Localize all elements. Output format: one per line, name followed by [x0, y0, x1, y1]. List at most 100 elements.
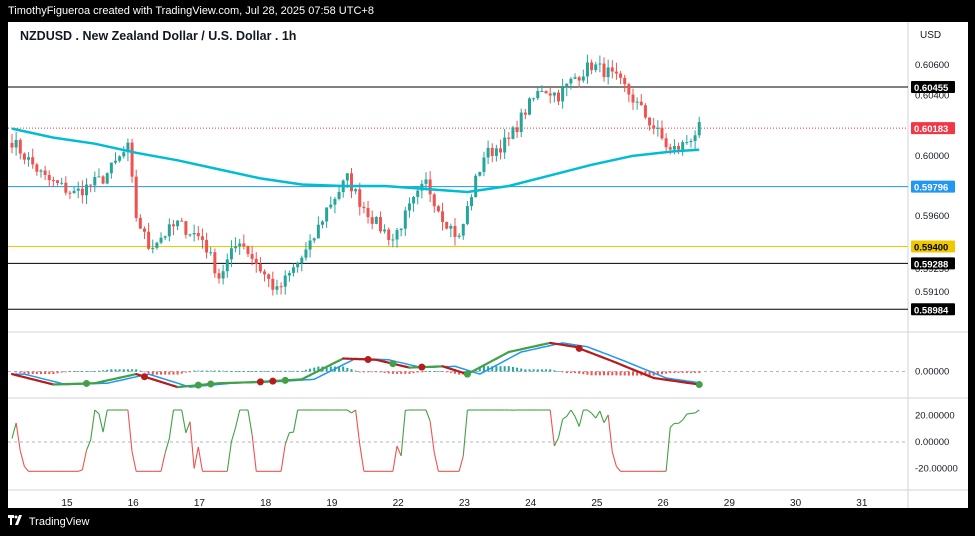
candle-body [511, 127, 515, 139]
osc-histogram-bar [441, 371, 444, 372]
candle-body [378, 217, 382, 232]
osc-histogram-bar [611, 371, 614, 376]
osc-histogram-bar [379, 371, 382, 373]
candle-body [664, 138, 668, 148]
chart-frame[interactable]: NZDUSD . New Zealand Dollar / U.S. Dolla… [8, 22, 968, 508]
osc-histogram-bar [491, 366, 494, 372]
candle-body [366, 208, 370, 218]
osc-histogram-bar [404, 371, 407, 374]
osc2-line-segment [425, 409, 431, 422]
candle-body [499, 148, 503, 153]
osc-histogram-bar [694, 371, 697, 373]
candle-body [89, 184, 93, 186]
osc2-line-segment [587, 409, 592, 414]
candle-body [14, 139, 18, 148]
osc-histogram-bar [238, 371, 241, 372]
osc-histogram-bar [251, 371, 254, 372]
candle-body [602, 63, 606, 78]
osc-histogram-bar [532, 369, 535, 372]
candle-body [610, 67, 614, 72]
candle-body [470, 197, 474, 207]
osc-histogram-bar [201, 370, 204, 372]
osc-histogram-bar [44, 371, 47, 374]
caption-text: TimothyFigueroa created with TradingView… [8, 5, 374, 17]
y-tick-label: 0.60400 [915, 90, 949, 101]
osc2-line-segment [81, 450, 88, 470]
osc-histogram-bar [342, 366, 345, 372]
candle-body [192, 233, 196, 235]
candle-body [581, 76, 585, 81]
candle-body [358, 189, 362, 207]
osc-histogram-bar [114, 369, 117, 372]
candle-body [457, 235, 461, 237]
osc-histogram-bar [205, 370, 208, 372]
osc-histogram-bar [482, 366, 485, 372]
osc-histogram-bar [391, 371, 394, 374]
osc-histogram-bar [346, 367, 349, 372]
osc-histogram-bar [660, 371, 663, 375]
osc2-y-tick-label: 0.00000 [915, 437, 949, 448]
candle-body [271, 278, 275, 290]
candle-body [681, 142, 685, 150]
osc-histogram-bar [296, 370, 299, 372]
candle-body [159, 237, 163, 243]
candle-body [93, 177, 97, 186]
osc-histogram-bar [77, 371, 80, 372]
candle-body [126, 142, 130, 153]
osc-histogram-bar [429, 371, 432, 372]
osc-crossover-dot [418, 363, 426, 371]
osc-histogram-bar [48, 371, 51, 374]
osc-histogram-bar [474, 370, 477, 372]
y-tick-label: 0.59100 [915, 287, 949, 298]
x-tick-label: 25 [591, 498, 603, 508]
x-tick-label: 26 [658, 498, 670, 508]
osc-histogram-bar [304, 369, 307, 372]
candle-body [138, 217, 142, 229]
candle-body [258, 264, 262, 272]
candle-body [114, 160, 117, 163]
osc-histogram-bar [507, 366, 510, 372]
candle-body [693, 135, 697, 141]
candle-body [292, 267, 296, 273]
osc-histogram-bar [292, 370, 295, 372]
candle-body [548, 93, 552, 96]
chart-svg[interactable]: NZDUSD . New Zealand Dollar / U.S. Dolla… [8, 22, 968, 508]
osc2-line-segment [94, 409, 100, 415]
candle-body [490, 147, 494, 156]
candle-body [200, 236, 204, 240]
candle-body [685, 142, 689, 144]
candle-body [478, 171, 482, 176]
osc-histogram-bar [271, 370, 274, 372]
osc-histogram-bar [52, 371, 55, 374]
tradingview-logo-icon[interactable] [8, 508, 22, 536]
candle-body [329, 204, 333, 208]
osc-histogram-bar [499, 366, 502, 372]
candle-body [569, 78, 573, 84]
osc2-line-segment [557, 419, 564, 438]
osc-histogram-bar [226, 370, 229, 372]
osc-histogram-bar [193, 370, 196, 372]
osc-histogram-bar [420, 371, 423, 373]
candle-body [27, 157, 31, 160]
candle-body [420, 183, 424, 191]
osc-histogram-bar [425, 371, 427, 372]
candle-body [362, 206, 366, 209]
candle-body [403, 210, 407, 229]
level-price-tag [911, 240, 955, 253]
osc2-line-segment [160, 452, 166, 472]
osc-histogram-bar [383, 371, 386, 373]
osc-histogram-bar [371, 371, 374, 373]
osc-histogram-bar [151, 371, 154, 375]
osc-histogram-bar [416, 371, 419, 373]
candle-body [229, 248, 233, 260]
x-tick-label: 24 [525, 498, 537, 508]
candle-body [635, 101, 639, 103]
osc-histogram-bar [656, 371, 659, 375]
osc-histogram-bar [73, 371, 76, 372]
level-price-label: 0.60455 [914, 83, 949, 94]
candle-body [672, 146, 676, 150]
osc-histogram-bar [139, 370, 142, 372]
osc2-line-segment [549, 409, 555, 447]
osc2-line-segment [131, 451, 137, 472]
osc-histogram-bar [449, 371, 452, 373]
